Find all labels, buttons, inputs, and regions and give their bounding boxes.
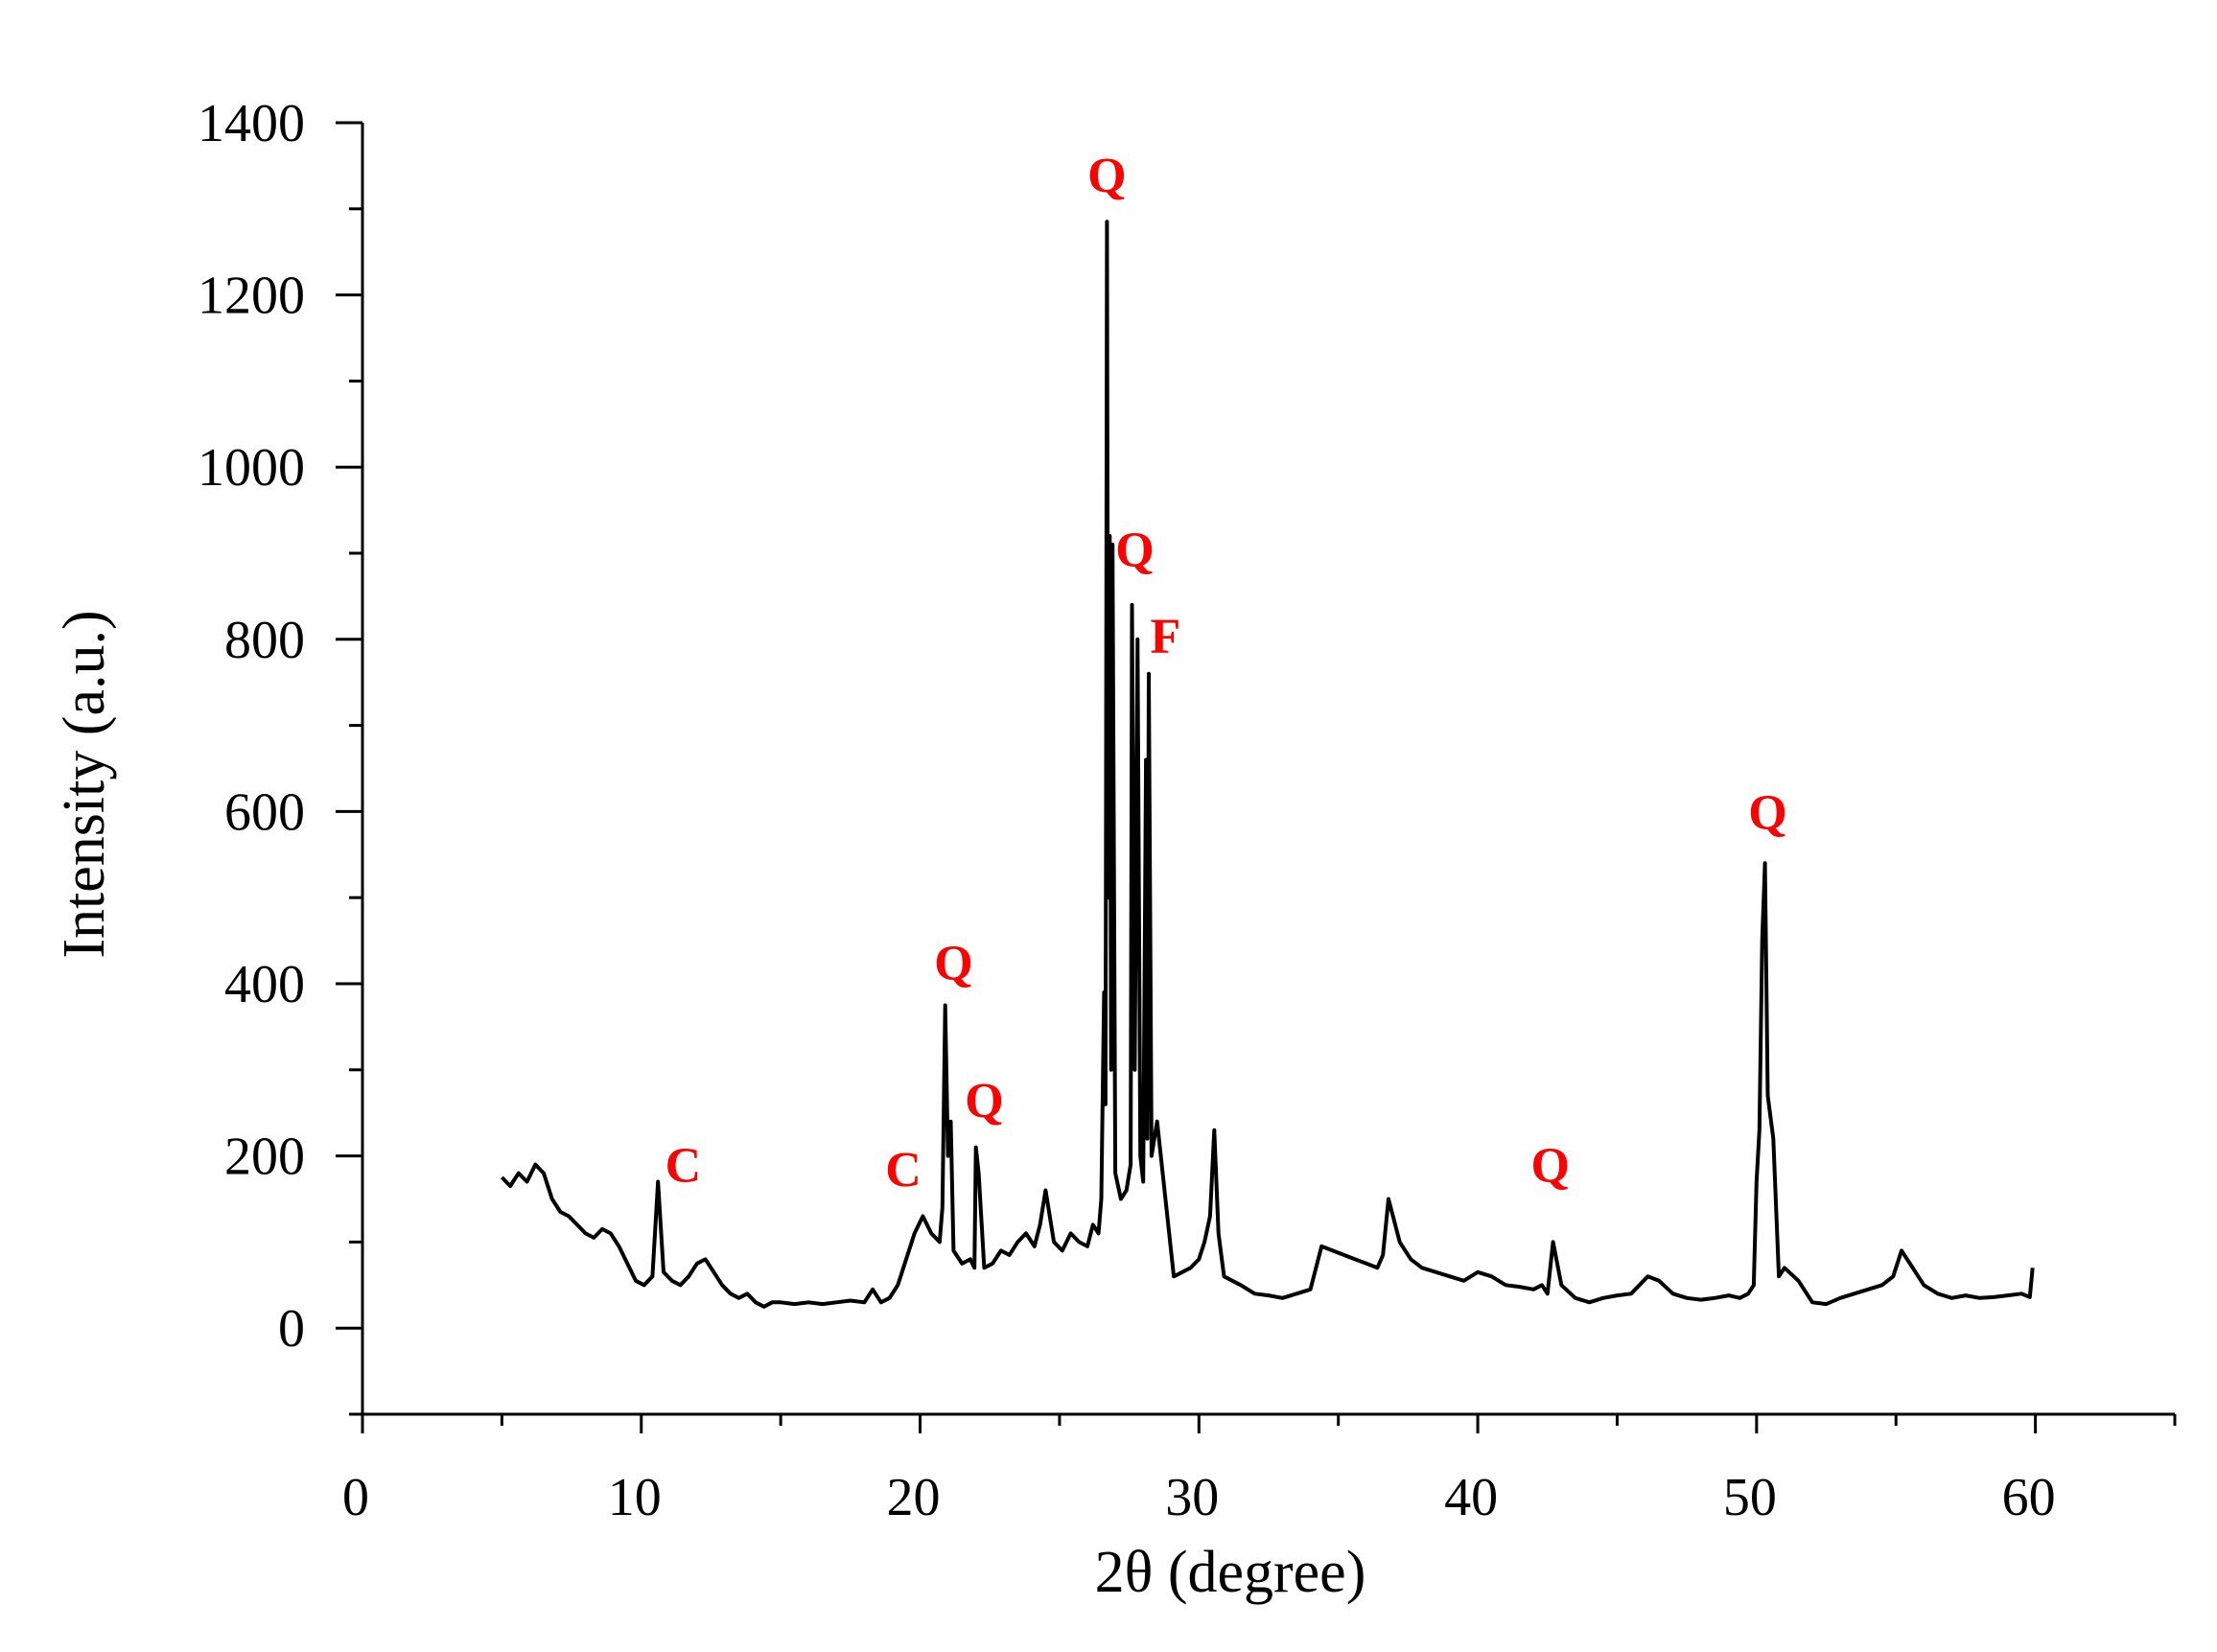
x-tick-label: 60: [2002, 1468, 2056, 1527]
x-tick-label: 30: [1165, 1468, 1219, 1527]
x-tick-label: 0: [342, 1468, 369, 1527]
y-tick-label: 800: [224, 611, 305, 670]
peak-label: Q: [965, 1074, 1003, 1128]
peak-label: Q: [1748, 785, 1786, 840]
peak-label: Q: [1087, 149, 1126, 203]
peak-label: C: [665, 1139, 702, 1194]
y-tick-label: 1000: [198, 438, 305, 498]
y-axis-title: Intensity (a.u.): [52, 610, 117, 958]
peak-label: F: [1151, 609, 1181, 663]
x-tick-label: 50: [1723, 1468, 1777, 1527]
x-tick-label: 20: [887, 1468, 941, 1527]
peak-label: C: [885, 1143, 922, 1198]
y-tick-label: 1400: [198, 94, 305, 153]
x-axis-title: 2θ (degree): [1095, 1540, 1366, 1605]
y-axis: 0 200 400 600 800 1000 1200 1400: [198, 94, 364, 1416]
peak-label: Q: [1530, 1139, 1569, 1194]
x-tick-label: 40: [1444, 1468, 1498, 1527]
y-tick-label: 1200: [198, 267, 305, 326]
peak-label: Q: [1115, 523, 1154, 577]
y-tick-label: 400: [224, 955, 305, 1014]
y-tick-label: 600: [224, 782, 305, 842]
y-tick-label: 0: [278, 1299, 305, 1359]
y-tick-label: 200: [224, 1128, 305, 1187]
x-tick-label: 10: [608, 1468, 662, 1527]
x-axis: 0 10 20 30 40 50 60: [342, 1412, 2177, 1527]
intensity-line: [500, 220, 2035, 1309]
peak-label: Q: [934, 937, 972, 991]
